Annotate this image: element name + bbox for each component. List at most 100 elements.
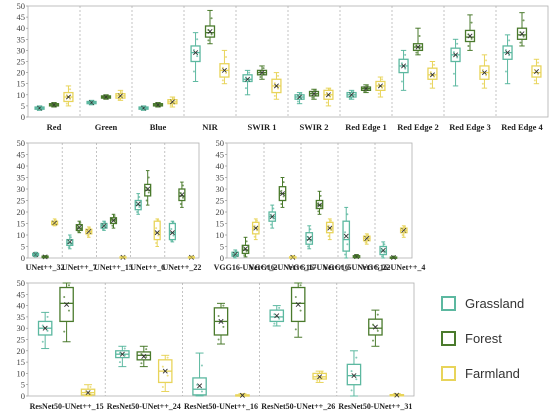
- sample-point: [485, 59, 488, 62]
- box-grassland: [138, 105, 149, 111]
- y-tick-label: 10: [17, 368, 26, 378]
- sample-point: [317, 210, 320, 213]
- sample-point: [429, 71, 432, 74]
- sample-point: [161, 365, 164, 368]
- box-forest: [412, 27, 424, 56]
- mean-marker: [401, 63, 407, 69]
- box-grassland: [294, 92, 305, 105]
- category-label: UNet++_32: [26, 263, 65, 272]
- y-tick-label: 20: [17, 68, 26, 78]
- sample-point: [415, 51, 418, 54]
- y-tick-label: 5: [220, 242, 224, 252]
- sample-point: [123, 347, 126, 350]
- sample-point: [300, 96, 303, 99]
- box-farmland: [63, 85, 74, 107]
- sample-point: [364, 236, 367, 239]
- box-farmland: [157, 354, 173, 392]
- sample-point: [356, 256, 359, 259]
- box-farmland: [219, 49, 230, 85]
- box-farmland: [85, 226, 93, 238]
- panel-unetpp: 05101520253035404550UNet++_32UNet++_7UNe…: [17, 138, 202, 272]
- sample-point: [296, 100, 299, 103]
- box-grassland: [86, 99, 97, 106]
- sample-point: [239, 394, 242, 397]
- y-tick-label: 25: [216, 196, 225, 206]
- box-forest: [278, 177, 287, 208]
- mean-marker: [394, 392, 400, 398]
- box-forest: [59, 282, 74, 343]
- legend-swatch-farmland: [441, 366, 456, 381]
- sample-point: [294, 328, 297, 331]
- box-grassland: [134, 193, 142, 215]
- sample-point: [329, 88, 332, 91]
- sample-point: [393, 255, 396, 258]
- box-farmland: [119, 254, 127, 260]
- sample-point: [243, 254, 246, 257]
- y-tick-label: 35: [216, 173, 225, 183]
- category-label: VGG16-UNet++_5: [288, 263, 352, 272]
- sample-point: [255, 219, 258, 222]
- sample-point: [244, 76, 247, 79]
- box-farmland: [51, 218, 59, 227]
- y-tick-label: 0: [21, 391, 25, 401]
- sample-point: [145, 199, 148, 202]
- box-farmland: [389, 392, 405, 398]
- sample-point: [273, 82, 276, 85]
- sample-point: [121, 91, 124, 94]
- sample-point: [329, 95, 332, 98]
- y-tick-label: 0: [21, 253, 25, 263]
- category-label: ResNet50-UNet++_15: [30, 402, 104, 411]
- sample-point: [169, 100, 172, 103]
- sample-point: [255, 229, 258, 232]
- box-grassland: [192, 352, 207, 397]
- sample-point: [196, 383, 199, 386]
- sample-point: [470, 21, 473, 24]
- sample-point: [245, 250, 248, 253]
- y-tick-label: 30: [17, 184, 26, 194]
- box-forest: [256, 65, 268, 80]
- box-grassland: [32, 251, 40, 258]
- sample-point: [69, 88, 72, 91]
- sample-point: [354, 256, 357, 259]
- sample-point: [210, 33, 213, 36]
- sample-point: [433, 63, 436, 66]
- sample-point: [376, 329, 379, 332]
- sample-point: [36, 108, 39, 111]
- sample-point: [181, 196, 184, 199]
- y-tick-label: 15: [216, 219, 225, 229]
- sample-point: [144, 105, 147, 108]
- sample-point: [225, 56, 228, 59]
- sample-point: [147, 191, 150, 194]
- box-forest: [308, 88, 320, 100]
- sample-point: [51, 105, 54, 108]
- sample-point: [140, 362, 143, 365]
- sample-point: [290, 256, 293, 259]
- sample-point: [504, 48, 507, 51]
- sample-point: [481, 82, 484, 85]
- sample-point: [69, 97, 72, 100]
- sample-point: [101, 223, 104, 226]
- panel-vgg16-unetpp: 05101520253035404550VGG16-UNet++_2VGG16-…: [214, 138, 426, 272]
- box-farmland: [167, 96, 178, 108]
- sample-point: [346, 213, 349, 216]
- box-forest: [368, 309, 383, 347]
- sample-point: [383, 251, 386, 254]
- category-label: UNet++_15: [94, 263, 133, 272]
- box-grassland: [37, 311, 53, 350]
- mean-marker: [64, 301, 70, 307]
- box-farmland: [80, 384, 96, 397]
- y-tick-label: 45: [216, 150, 225, 160]
- sample-point: [452, 72, 455, 75]
- sample-point: [404, 53, 407, 56]
- box-forest: [48, 102, 60, 108]
- box-forest: [178, 181, 186, 208]
- y-tick-label: 25: [17, 335, 26, 345]
- sample-point: [248, 79, 251, 82]
- sample-point: [84, 394, 87, 397]
- sample-point: [452, 51, 455, 54]
- sample-point: [117, 98, 120, 101]
- box-grassland: [190, 32, 201, 82]
- category-label: VGG16-UNet++_17: [249, 263, 317, 272]
- legend-label-grassland: Grassland: [465, 296, 524, 311]
